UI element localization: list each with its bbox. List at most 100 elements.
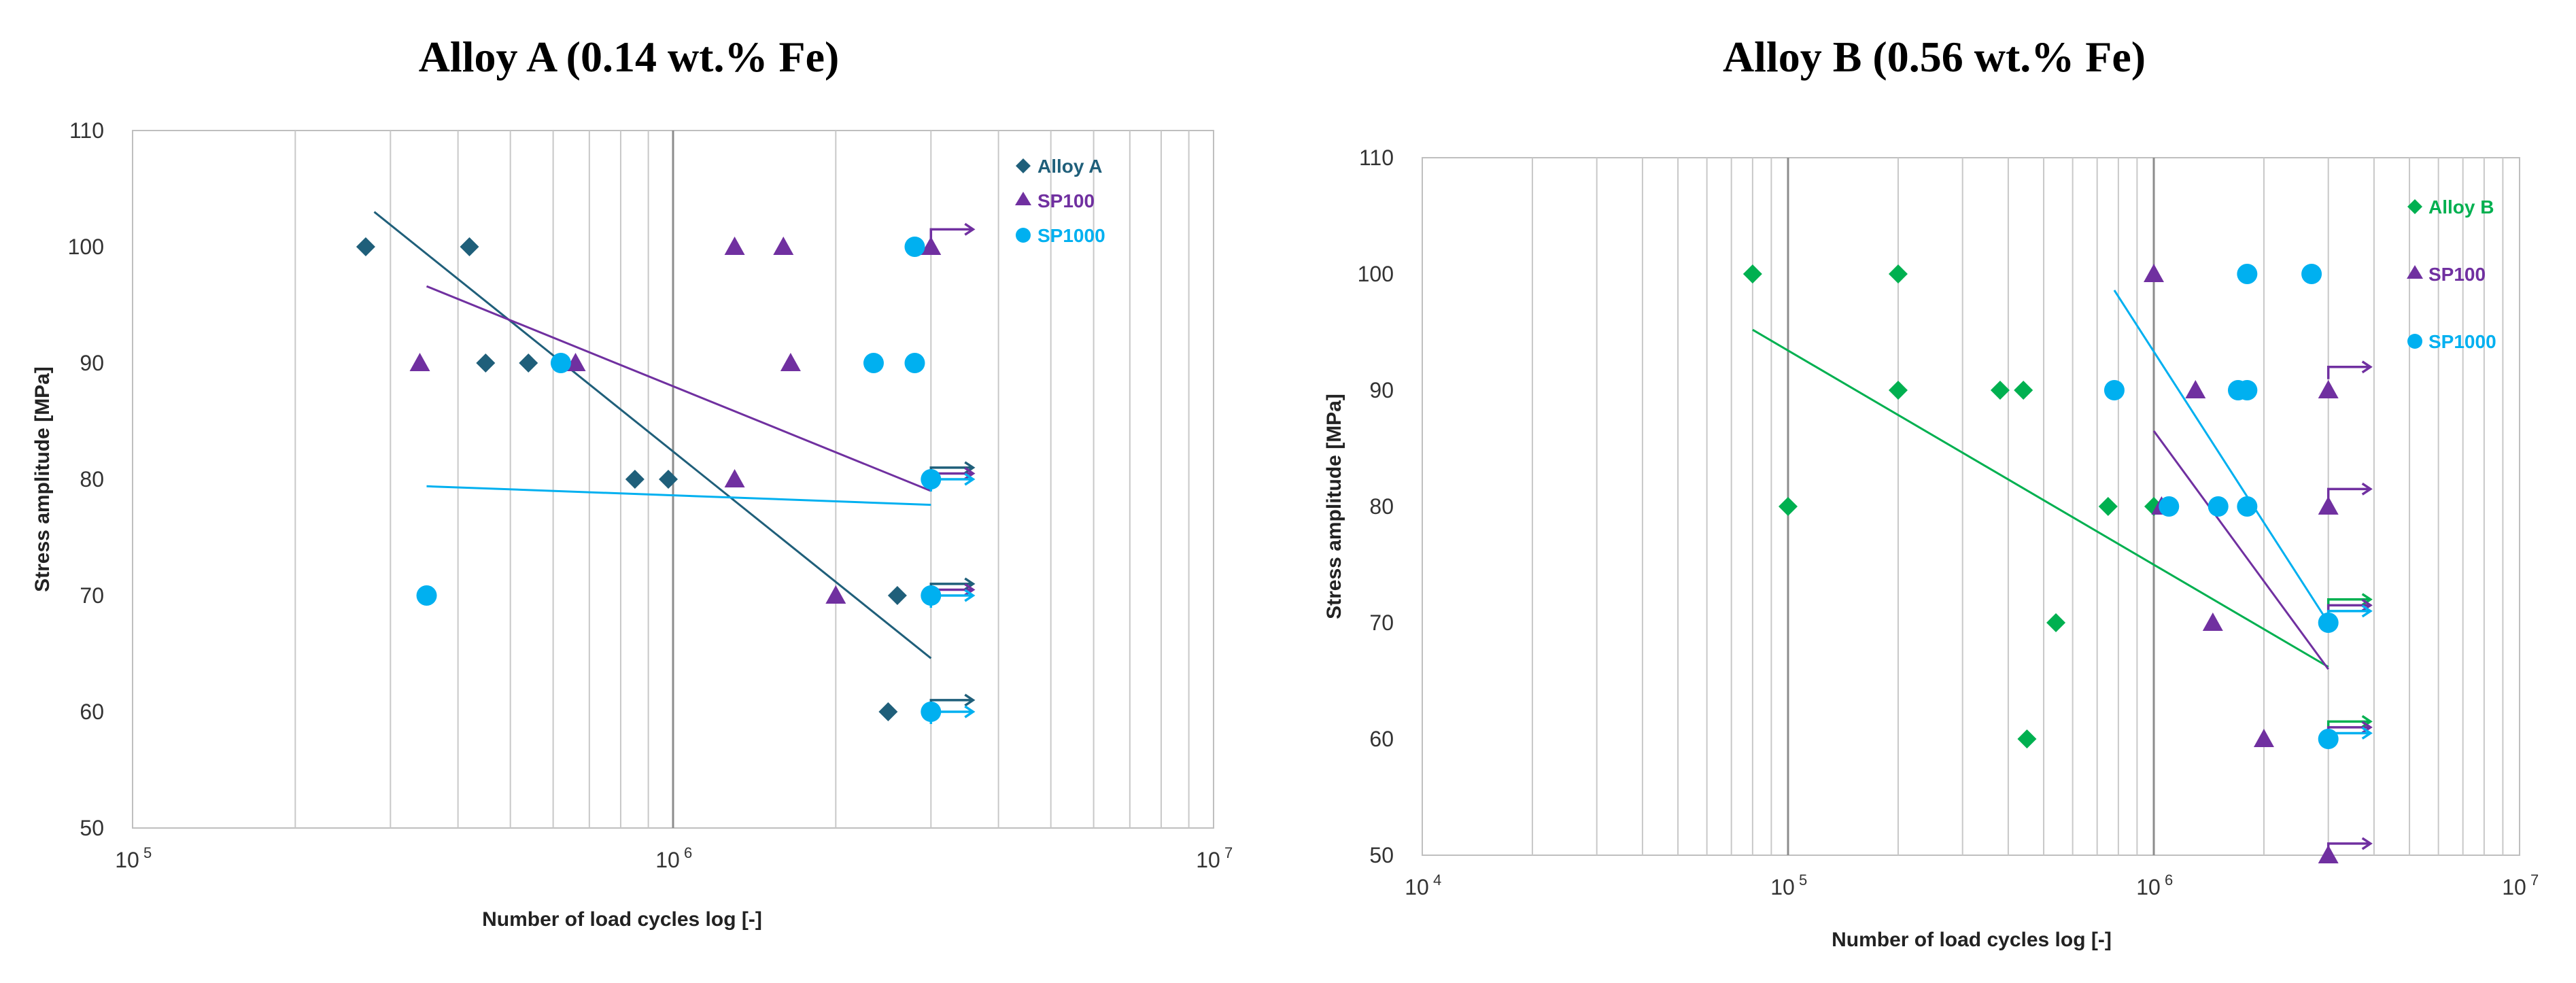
point-sp1000 <box>921 585 942 606</box>
y-tick-label: 110 <box>1359 145 1394 170</box>
trendline-sp1000 <box>2113 290 2329 623</box>
y-tick-label: 100 <box>68 235 104 259</box>
runout-arrow-head <box>2361 714 2373 728</box>
chart-a-y-axis-label: Stress amplitude [MPa] <box>31 366 54 592</box>
chart-a-data-marks <box>356 237 942 722</box>
x-tick-label: 10 5 <box>1770 872 1807 899</box>
chart-alloy-a: Alloy A (0.14 wt.% Fe) 5060708090100110 … <box>31 33 1233 931</box>
point-sp100 <box>921 237 942 255</box>
point-sp1000 <box>2237 264 2258 284</box>
runout-arrow-head <box>2361 604 2373 618</box>
chart-a-x-axis-label: Number of load cycles log [-] <box>482 908 762 931</box>
chart-a-legend: Alloy A SP100 SP1000 <box>1015 156 1105 246</box>
runout-arrow-head <box>2361 721 2373 734</box>
chart-b-x-tick-labels: 10 4 10 5 10 6 10 7 <box>1405 872 2539 899</box>
point-sp100 <box>2253 729 2274 747</box>
runout-arrow-head <box>2361 482 2373 496</box>
point-alloy-b <box>2046 613 2066 632</box>
runout-arrow-head <box>964 222 976 236</box>
point-sp1000 <box>863 353 884 373</box>
runout-arrow-line <box>2326 366 2371 379</box>
chart-b-legend-marker-sp100 <box>2407 265 2423 279</box>
point-alloy-b <box>1990 381 2010 400</box>
point-sp100 <box>780 353 801 371</box>
y-tick-label: 60 <box>1369 727 1394 751</box>
chart-b-legend-marker-sp1000 <box>2407 334 2422 349</box>
x-tick-label: 10 4 <box>1405 872 1441 899</box>
point-sp100 <box>2144 264 2164 282</box>
chart-b-data-marks <box>1742 264 2339 863</box>
x-tick-base: 10 <box>115 848 139 872</box>
runout-arrow-head <box>964 472 976 486</box>
chart-b-legend-label-alloy-b: Alloy B <box>2428 196 2494 218</box>
point-sp1000 <box>2208 496 2229 517</box>
chart-b-y-axis-label: Stress amplitude [MPa] <box>1323 394 1345 619</box>
runout-arrow-head <box>964 583 976 596</box>
x-tick-base: 10 <box>1770 875 1795 899</box>
chart-a-legend-marker-sp100 <box>1015 192 1031 205</box>
x-tick-base: 10 <box>2136 875 2161 899</box>
point-alloy-a <box>460 237 479 256</box>
point-alloy-b <box>2014 381 2033 400</box>
x-tick-base: 10 <box>2502 875 2526 899</box>
chart-a-legend-label-alloy-a: Alloy A <box>1037 156 1102 177</box>
y-tick-label: 80 <box>80 467 104 492</box>
point-sp100 <box>2202 613 2223 631</box>
chart-alloy-b: Alloy B (0.56 wt.% Fe) 5060708090100110 … <box>1323 33 2539 951</box>
point-sp1000 <box>550 353 571 373</box>
y-tick-label: 90 <box>80 351 104 375</box>
point-sp1000 <box>921 702 942 722</box>
point-sp1000 <box>2237 380 2258 400</box>
runout-arrow-head <box>2361 593 2373 606</box>
runout-arrow <box>2326 360 2373 379</box>
point-alloy-b <box>1888 381 1908 400</box>
runout-arrow-head <box>2361 360 2373 374</box>
y-tick-label: 110 <box>69 118 104 143</box>
point-alloy-a <box>519 353 538 373</box>
x-tick-exponent: 7 <box>2530 872 2539 889</box>
point-alloy-b <box>1742 264 1762 283</box>
point-alloy-b <box>2017 729 2037 748</box>
y-tick-label: 60 <box>80 700 104 724</box>
point-sp1000 <box>904 237 925 257</box>
y-tick-label: 50 <box>1369 843 1394 867</box>
point-alloy-a <box>476 353 496 373</box>
chart-a-trendlines <box>373 211 932 659</box>
point-sp100 <box>2318 845 2339 863</box>
runout-arrow-head <box>964 589 976 602</box>
point-alloy-a <box>625 470 645 489</box>
runout-arrow-head <box>2361 726 2373 740</box>
x-tick-exponent: 5 <box>143 844 152 861</box>
point-sp1000 <box>921 469 942 489</box>
chart-a-legend-label-sp1000: SP1000 <box>1037 225 1105 246</box>
runout-arrow-head <box>2361 598 2373 612</box>
point-alloy-a <box>356 237 375 256</box>
point-sp100 <box>724 469 745 487</box>
point-alloy-a <box>887 586 907 605</box>
trendline-alloy-a <box>373 211 932 659</box>
x-tick-base: 10 <box>655 848 680 872</box>
point-sp1000 <box>2301 264 2322 284</box>
point-sp100 <box>2318 380 2339 398</box>
y-tick-label: 70 <box>1369 610 1394 635</box>
chart-b-title: Alloy B (0.56 wt.% Fe) <box>1723 33 2146 81</box>
runout-arrow-head <box>964 466 976 480</box>
point-sp1000 <box>2159 496 2180 517</box>
runout-arrow-head <box>2361 837 2373 850</box>
chart-b-gridlines <box>1531 158 2504 855</box>
point-alloy-b <box>1888 264 1908 283</box>
point-sp1000 <box>2237 496 2258 517</box>
x-tick-exponent: 6 <box>2165 872 2173 889</box>
x-tick-label: 10 7 <box>2502 872 2539 899</box>
chart-b-y-tick-labels: 50 60 70 80 90 100 110 <box>1358 145 1394 867</box>
point-alloy-b <box>2098 497 2118 516</box>
point-alloy-b <box>1779 497 1798 516</box>
x-tick-label: 10 5 <box>115 844 152 872</box>
x-tick-base: 10 <box>1196 848 1220 872</box>
chart-a-legend-marker-alloy-a <box>1016 158 1031 173</box>
runout-arrow-head <box>964 577 976 591</box>
point-sp100 <box>565 353 586 371</box>
chart-b-legend: Alloy B SP100 SP1000 <box>2407 196 2496 352</box>
point-sp100 <box>825 585 846 604</box>
